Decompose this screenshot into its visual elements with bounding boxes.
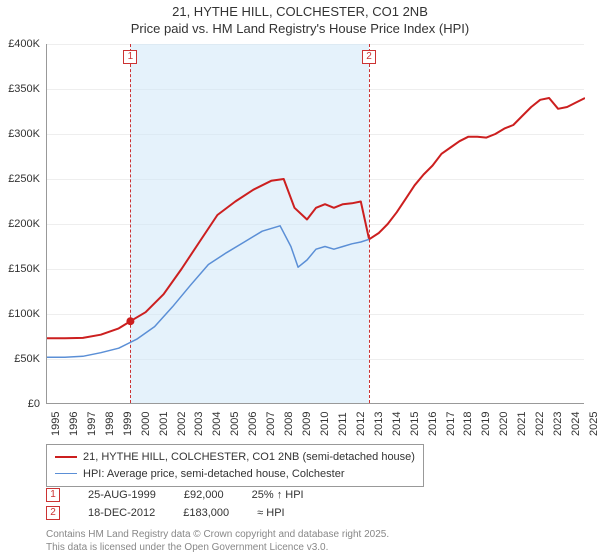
sales-table: 1 25-AUG-1999 £92,000 25% ↑ HPI 2 18-DEC…: [46, 486, 304, 522]
sale-rel-2: ≈ HPI: [257, 507, 284, 519]
plot-area: 12: [46, 44, 584, 404]
x-tick-label: 2012: [355, 412, 367, 436]
sale-row-2: 2 18-DEC-2012 £183,000 ≈ HPI: [46, 504, 304, 522]
series-line-property: [47, 98, 585, 338]
x-tick-label: 2018: [462, 412, 474, 436]
x-tick-label: 2017: [445, 412, 457, 436]
legend-label-hpi: HPI: Average price, semi-detached house,…: [83, 466, 345, 483]
x-tick-label: 1996: [68, 412, 80, 436]
y-tick-label: £150K: [0, 263, 44, 275]
x-tick-label: 2002: [176, 412, 188, 436]
x-tick-label: 2022: [534, 412, 546, 436]
y-tick-label: £400K: [0, 38, 44, 50]
y-tick-label: £350K: [0, 83, 44, 95]
x-tick-label: 2020: [498, 412, 510, 436]
x-tick-label: 2008: [283, 412, 295, 436]
x-tick-label: 2025: [588, 412, 600, 436]
sale-price-2: £183,000: [183, 507, 229, 519]
y-tick-label: £250K: [0, 173, 44, 185]
sale-date-1: 25-AUG-1999: [88, 489, 156, 501]
attribution-line-1: Contains HM Land Registry data © Crown c…: [46, 528, 389, 541]
legend-swatch-hpi: [55, 473, 77, 474]
legend: 21, HYTHE HILL, COLCHESTER, CO1 2NB (sem…: [46, 444, 424, 487]
y-tick-label: £50K: [0, 353, 44, 365]
line-series-svg: [47, 44, 585, 404]
title-line-1: 21, HYTHE HILL, COLCHESTER, CO1 2NB: [0, 4, 600, 21]
y-tick-label: £300K: [0, 128, 44, 140]
y-tick-label: £200K: [0, 218, 44, 230]
x-tick-label: 1997: [86, 412, 98, 436]
y-tick-label: £100K: [0, 308, 44, 320]
legend-row-hpi: HPI: Average price, semi-detached house,…: [55, 466, 415, 483]
series-dot-property: [126, 317, 134, 325]
sale-price-1: £92,000: [184, 489, 224, 501]
x-tick-label: 2001: [158, 412, 170, 436]
x-tick-label: 2003: [193, 412, 205, 436]
x-tick-label: 2011: [337, 412, 349, 436]
x-tick-label: 2019: [480, 412, 492, 436]
x-tick-label: 1998: [104, 412, 116, 436]
x-tick-label: 2010: [319, 412, 331, 436]
sale-row-1: 1 25-AUG-1999 £92,000 25% ↑ HPI: [46, 486, 304, 504]
sale-rel-1: 25% ↑ HPI: [252, 489, 304, 501]
legend-row-property: 21, HYTHE HILL, COLCHESTER, CO1 2NB (sem…: [55, 449, 415, 466]
x-tick-label: 2006: [247, 412, 259, 436]
sale-badge-2: 2: [46, 506, 60, 520]
sale-date-2: 18-DEC-2012: [88, 507, 155, 519]
series-line-hpi: [47, 226, 369, 357]
x-tick-label: 2021: [516, 412, 528, 436]
sale-badge-1: 1: [46, 488, 60, 502]
legend-swatch-property: [55, 456, 77, 458]
x-tick-label: 2007: [265, 412, 277, 436]
chart-container: 21, HYTHE HILL, COLCHESTER, CO1 2NB Pric…: [0, 0, 600, 560]
x-tick-label: 2014: [391, 412, 403, 436]
y-tick-label: £0: [0, 398, 44, 410]
x-tick-label: 2005: [229, 412, 241, 436]
x-tick-label: 2024: [570, 412, 582, 436]
title-block: 21, HYTHE HILL, COLCHESTER, CO1 2NB Pric…: [0, 0, 600, 38]
x-tick-label: 2009: [301, 412, 313, 436]
x-tick-label: 2016: [427, 412, 439, 436]
attribution-line-2: This data is licensed under the Open Gov…: [46, 541, 389, 554]
x-tick-label: 2023: [552, 412, 564, 436]
x-tick-label: 1999: [122, 412, 134, 436]
title-line-2: Price paid vs. HM Land Registry's House …: [0, 21, 600, 38]
legend-label-property: 21, HYTHE HILL, COLCHESTER, CO1 2NB (sem…: [83, 449, 415, 466]
x-tick-label: 1995: [50, 412, 62, 436]
x-tick-label: 2004: [211, 412, 223, 436]
x-tick-label: 2000: [140, 412, 152, 436]
attribution: Contains HM Land Registry data © Crown c…: [46, 528, 389, 554]
x-tick-label: 2013: [373, 412, 385, 436]
x-tick-label: 2015: [409, 412, 421, 436]
